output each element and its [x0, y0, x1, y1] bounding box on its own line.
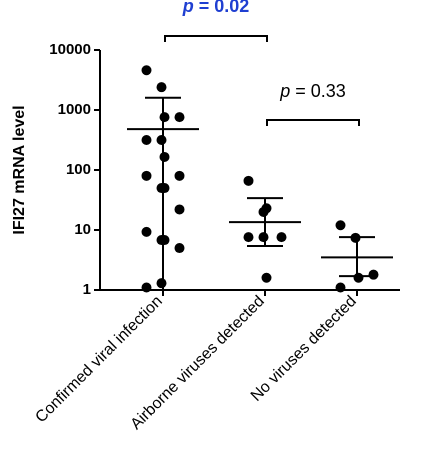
p-symbol: p	[182, 0, 194, 16]
data-point	[156, 82, 167, 93]
significance-bracket	[266, 119, 360, 126]
significance-bracket	[164, 35, 268, 42]
data-point	[141, 226, 152, 237]
data-point	[261, 203, 272, 214]
data-point	[335, 220, 346, 231]
data-point	[159, 183, 170, 194]
data-point	[174, 243, 185, 254]
data-point	[141, 170, 152, 181]
data-point	[174, 170, 185, 181]
y-tick-label: 10000	[49, 41, 91, 58]
data-point	[335, 282, 346, 293]
y-axis-label: IFI27 mRNA level	[11, 105, 28, 234]
data-point	[243, 175, 254, 186]
data-point	[276, 232, 287, 243]
y-tick-label: 1	[83, 281, 91, 298]
data-point	[174, 112, 185, 123]
data-point	[141, 282, 152, 293]
data-point	[159, 235, 170, 246]
data-point	[141, 135, 152, 146]
data-point	[159, 112, 170, 123]
data-point	[141, 65, 152, 76]
data-point	[258, 232, 269, 243]
y-tick-label: 10	[74, 221, 91, 238]
data-point	[368, 269, 379, 280]
data-point	[156, 135, 167, 146]
y-tick-label: 1000	[58, 101, 91, 118]
p-value: p = 0.02	[182, 0, 250, 16]
data-point	[261, 272, 272, 283]
p-text: = 0.33	[295, 81, 346, 101]
p-text: = 0.02	[199, 0, 250, 16]
p-value: p = 0.33	[279, 81, 346, 101]
x-tick-label: No viruses detected	[248, 293, 360, 405]
data-point	[156, 278, 167, 289]
data-point	[159, 151, 170, 162]
data-point	[243, 232, 254, 243]
data-point	[353, 272, 364, 283]
data-point	[174, 204, 185, 215]
y-tick-label: 100	[66, 161, 91, 178]
p-symbol: p	[279, 81, 290, 101]
